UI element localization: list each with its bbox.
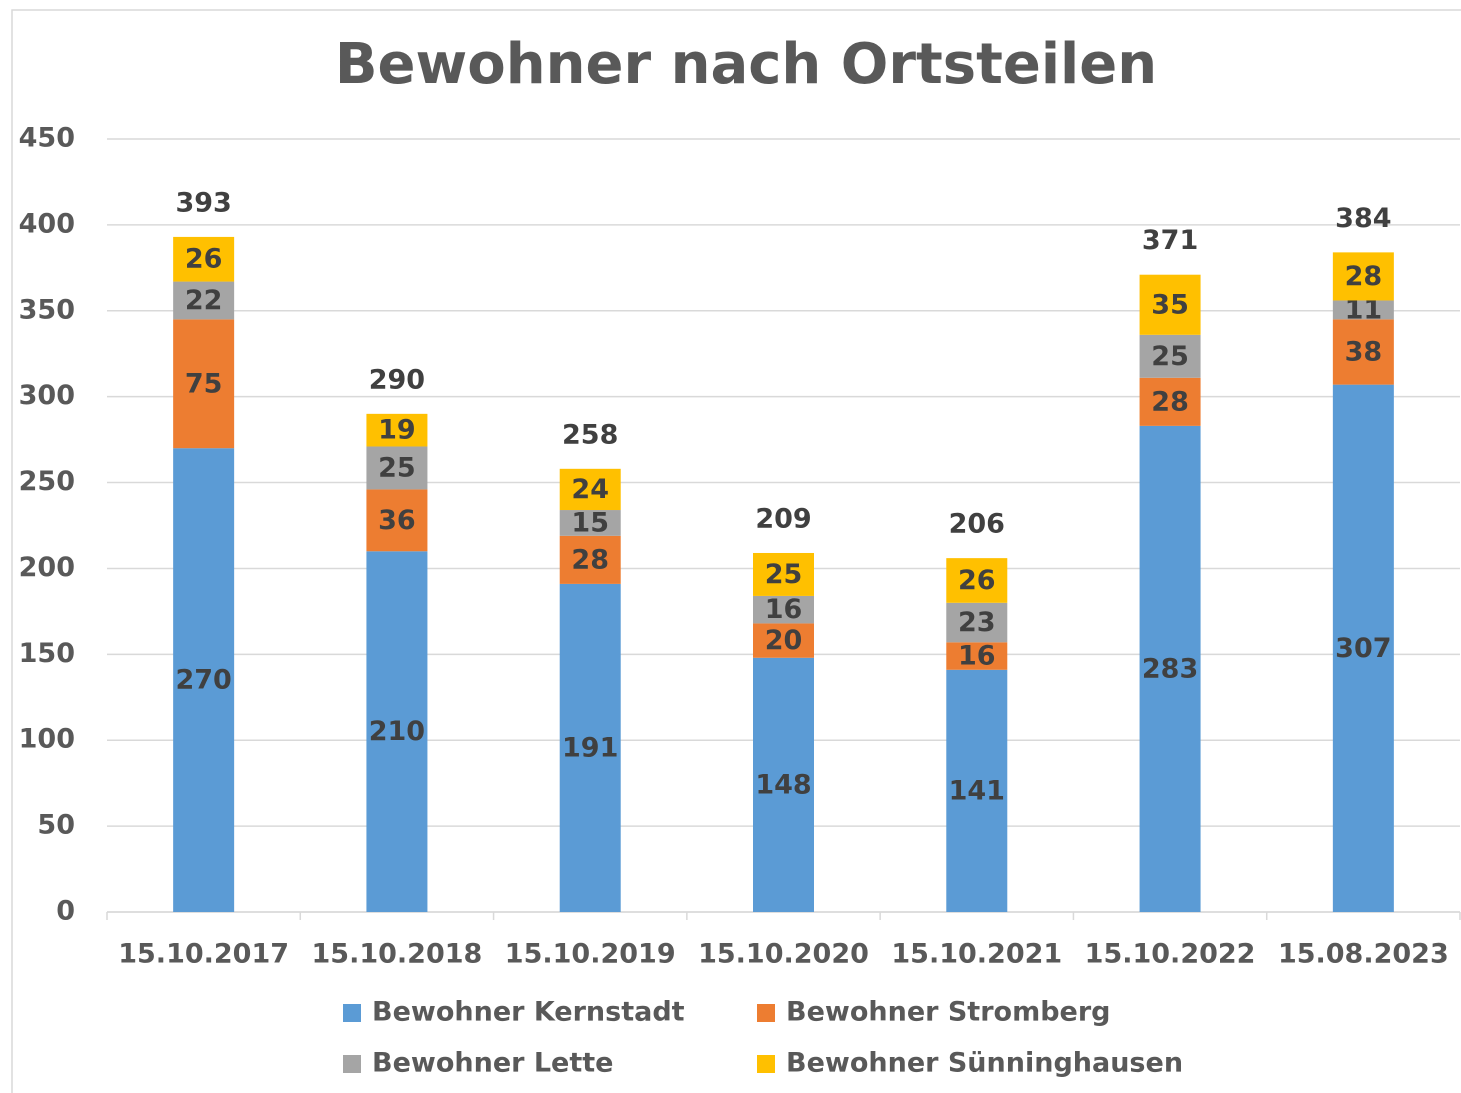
data-label: 15 [571,507,609,538]
total-label: 258 [562,419,618,450]
x-tick-label: 15.10.2021 [891,939,1062,970]
total-label: 206 [949,509,1005,540]
y-tick-label: 400 [19,208,75,239]
x-tick-label: 15.10.2017 [118,939,289,970]
y-tick-label: 250 [19,466,75,497]
data-label: 210 [369,716,425,747]
bar-segment [1139,274,1201,335]
bar-segment [173,236,235,282]
data-label: 283 [1142,653,1198,684]
bar-segment [366,489,428,552]
bar-segment [1332,300,1394,320]
data-label: 148 [755,769,811,800]
bar-segment [366,446,428,490]
data-label: 307 [1335,633,1391,664]
bar-segment [1332,319,1394,385]
bar-segment [173,319,235,449]
data-label: 28 [1345,261,1383,292]
total-label: 371 [1142,225,1198,256]
bar-segment [1139,334,1201,378]
y-tick-label: 0 [56,896,75,927]
data-label: 16 [765,594,803,625]
data-label: 75 [185,368,223,399]
total-label: 393 [175,187,231,218]
legend-swatch [343,1004,361,1022]
data-label: 26 [185,244,223,275]
bar-segment [753,657,814,912]
bar-segment [559,583,621,912]
data-label: 20 [765,625,803,656]
bar-segment [173,281,235,320]
data-label: 16 [958,641,996,672]
y-tick-label: 350 [19,294,75,325]
total-label: 209 [755,503,811,534]
data-label: 23 [958,607,996,638]
bar-segment [173,448,235,912]
y-tick-label: 50 [37,810,75,841]
bar-segment [946,602,1008,643]
bar-segment [946,669,1008,912]
bar-segment [1139,377,1201,426]
bar-segment [1139,425,1201,912]
data-label: 25 [1151,341,1189,372]
data-label: 22 [185,285,223,316]
y-tick-label: 150 [19,638,75,669]
data-label: 25 [765,559,803,590]
x-tick-label: 15.10.2018 [312,939,483,970]
data-label: 24 [571,474,609,505]
legend-swatch [757,1004,775,1022]
legend-label: Bewohner Kernstadt [372,997,685,1028]
total-label: 290 [369,364,425,395]
bar-segment [753,552,814,596]
x-tick-label: 15.10.2022 [1085,939,1256,970]
bar-segment [559,468,621,511]
data-label: 36 [378,505,416,536]
legend-swatch [757,1055,775,1073]
data-label: 28 [571,544,609,575]
chart-title: Bewohner nach Ortsteilen [335,32,1157,97]
data-label: 141 [949,775,1005,806]
total-label: 384 [1335,203,1391,234]
y-tick-label: 300 [19,380,75,411]
bar-segment [753,595,814,624]
data-label: 35 [1151,289,1189,320]
data-label: 25 [378,452,416,483]
bar-segment [559,535,621,584]
x-tick-label: 15.10.2020 [698,939,869,970]
legend-label: Bewohner Lette [372,1048,614,1079]
bar-segment [753,623,814,658]
legend-label: Bewohner Stromberg [786,997,1111,1028]
bar-segment [1332,252,1394,301]
data-label: 38 [1345,337,1383,368]
y-tick-label: 100 [19,724,75,755]
bar-segment [946,558,1008,603]
data-label: 191 [562,732,618,763]
x-tick-label: 15.08.2023 [1278,939,1449,970]
bar-segment [366,551,428,912]
legend-swatch [343,1055,361,1073]
data-label: 19 [378,415,416,446]
data-label: 26 [958,565,996,596]
x-tick-label: 15.10.2019 [505,939,676,970]
data-label: 270 [175,665,231,696]
bar-segment [366,413,428,447]
y-tick-label: 200 [19,552,75,583]
legend-label: Bewohner Sünninghausen [786,1048,1183,1079]
data-label: 28 [1151,386,1189,417]
bar-segment [559,510,621,536]
y-tick-label: 450 [19,123,75,154]
bar-segment [1332,384,1394,912]
bar-segment [946,642,1008,670]
